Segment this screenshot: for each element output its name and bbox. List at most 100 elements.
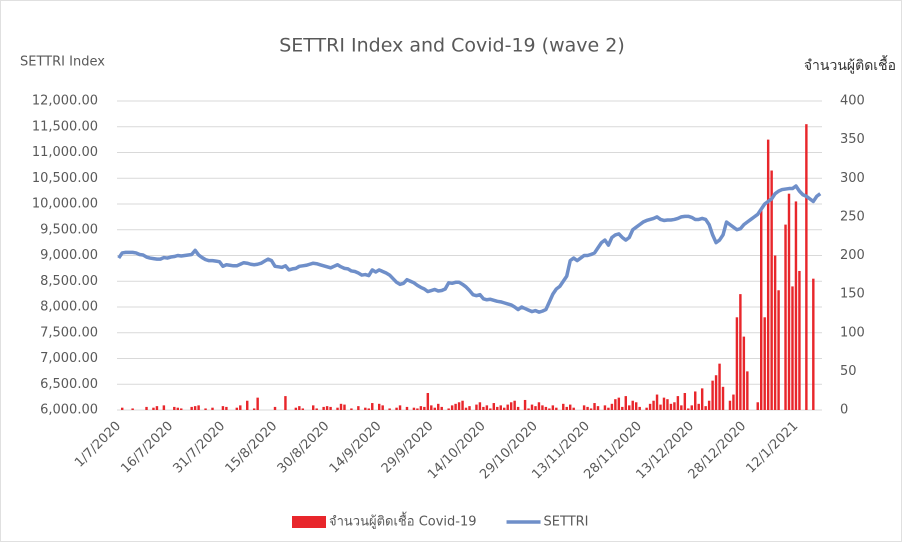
y2-tick-label: 50 <box>840 364 857 379</box>
bar <box>714 375 718 410</box>
bar <box>732 394 735 410</box>
bar <box>120 407 124 410</box>
bar <box>437 403 440 410</box>
bar <box>673 402 676 410</box>
bar <box>367 408 371 410</box>
bar <box>381 405 384 410</box>
bar <box>499 405 502 410</box>
bar <box>690 405 693 410</box>
bar <box>541 405 544 410</box>
bar <box>666 399 669 410</box>
bar <box>357 406 360 410</box>
bar <box>193 406 197 410</box>
bar <box>728 400 732 410</box>
bar <box>562 403 565 410</box>
bar <box>325 406 329 410</box>
bar <box>756 402 759 410</box>
bar <box>687 408 690 410</box>
bar <box>614 399 617 410</box>
bar <box>350 408 353 410</box>
bar <box>131 408 134 410</box>
y-tick-label: 11,000.00 <box>32 145 98 160</box>
bar <box>298 406 301 410</box>
y-tick-label: 12,000.00 <box>32 94 98 109</box>
bar <box>496 406 499 410</box>
bar <box>475 404 478 410</box>
y2-tick-label: 350 <box>840 132 865 147</box>
bar <box>426 393 430 410</box>
bar <box>544 406 548 410</box>
bar <box>492 403 496 410</box>
bar <box>329 406 332 410</box>
bar <box>631 400 634 410</box>
bar <box>707 400 711 410</box>
bar <box>794 201 798 410</box>
bar <box>461 400 464 410</box>
bar <box>523 399 527 410</box>
y-tick-label: 11,500.00 <box>32 119 98 134</box>
bar <box>273 406 277 410</box>
y-tick-label: 7,500.00 <box>40 325 98 340</box>
bar <box>256 397 259 410</box>
bar <box>301 408 305 410</box>
bar <box>548 408 551 410</box>
bar <box>176 407 179 410</box>
bar <box>152 407 155 410</box>
y-tick-label: 10,000.00 <box>32 197 98 212</box>
y2-tick-label: 100 <box>840 325 865 340</box>
bar <box>419 406 423 410</box>
bar <box>162 405 166 410</box>
bar <box>784 224 787 410</box>
bar <box>364 407 367 410</box>
bar <box>530 404 534 410</box>
bar <box>777 290 780 410</box>
bar <box>457 402 461 410</box>
bar <box>343 404 346 410</box>
bar <box>704 406 707 410</box>
bar <box>527 408 530 410</box>
y2-tick-label: 250 <box>840 209 865 224</box>
bar <box>589 408 593 410</box>
bar <box>235 407 239 410</box>
bar <box>537 402 541 410</box>
bar <box>763 317 766 410</box>
bar <box>155 406 159 410</box>
bar <box>423 406 426 410</box>
bar <box>145 406 148 410</box>
bar <box>489 408 492 410</box>
bar <box>454 403 457 410</box>
bar <box>336 407 339 410</box>
bar <box>812 278 815 410</box>
legend-label: จำนวนผู้ติดเชื้อ Covid-19 <box>329 512 477 530</box>
bar <box>339 403 343 410</box>
bar <box>718 363 721 410</box>
y-tick-label: 9,500.00 <box>40 222 98 237</box>
bar <box>568 404 572 410</box>
y2-axis-label: จำนวนผู้ติดเชื้อ <box>804 55 896 74</box>
bar <box>377 403 381 410</box>
bar <box>412 407 416 410</box>
y2-tick-label: 300 <box>840 171 865 186</box>
bar <box>322 406 325 410</box>
bar <box>294 407 298 410</box>
bar <box>315 408 318 410</box>
legend-label: SETTRI <box>544 515 589 530</box>
bar <box>252 408 256 410</box>
bar <box>669 403 673 410</box>
bar <box>659 404 662 410</box>
bar <box>464 407 468 410</box>
bar <box>634 402 638 410</box>
y-tick-label: 10,500.00 <box>32 171 98 186</box>
bar <box>610 403 614 410</box>
bar <box>447 408 450 410</box>
bar <box>621 406 624 410</box>
bar <box>645 407 648 410</box>
bar <box>388 408 391 410</box>
y2-tick-label: 400 <box>840 94 865 109</box>
bar <box>503 407 506 410</box>
bar <box>482 406 485 410</box>
bar <box>617 397 621 410</box>
bar <box>683 393 687 410</box>
bar <box>652 400 655 410</box>
